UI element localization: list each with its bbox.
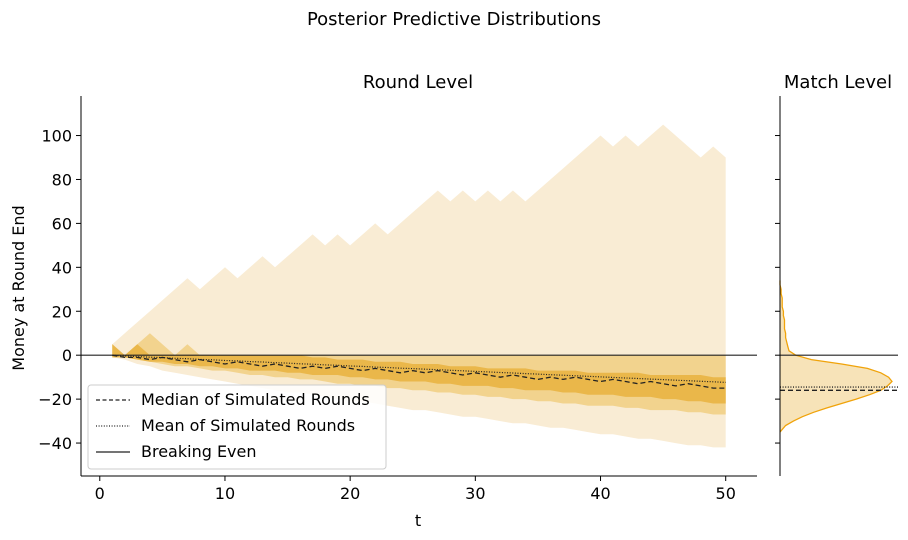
summary-lines — [81, 354, 757, 389]
legend-box — [87, 384, 387, 470]
match-level-density — [779, 280, 898, 433]
y-tick-label: 60 — [52, 214, 72, 233]
y-tick-label: −40 — [38, 434, 72, 453]
legend-median-label: Median of Simulated Rounds — [141, 390, 370, 409]
mean-line — [112, 354, 726, 383]
legend: Median of Simulated Rounds Mean of Simul… — [87, 384, 387, 470]
x-tick-label: 20 — [340, 484, 360, 503]
y-tick-label: 0 — [62, 346, 72, 365]
round-level-axes: 0 10 20 30 40 50 −40 −20 0 20 40 60 80 100 — [38, 96, 757, 503]
y-tick-label: 20 — [52, 302, 72, 321]
x-axis-label: t — [415, 511, 421, 530]
match-level-title: Match Level — [784, 72, 892, 93]
figure-suptitle: Posterior Predictive Distributions — [307, 9, 601, 30]
x-tick-label: 0 — [95, 484, 105, 503]
x-tick-label: 10 — [215, 484, 235, 503]
x-tick-label: 30 — [465, 484, 485, 503]
y-tick-label: −20 — [38, 390, 72, 409]
x-tick-label: 50 — [716, 484, 736, 503]
round-level-panel: Round Level 0 10 20 30 40 50 −40 −20 0 20 40 60 80 10… — [9, 72, 757, 530]
y-axis-label: Money at Round End — [9, 205, 28, 370]
legend-breaking-even-label: Breaking Even — [141, 442, 257, 461]
x-tick-label: 40 — [590, 484, 610, 503]
y-tick-label: 100 — [41, 127, 72, 146]
prediction-bands — [112, 124, 726, 448]
band-inner — [112, 344, 726, 404]
density-fill — [780, 280, 892, 433]
y-tick-label: 40 — [52, 258, 72, 277]
legend-mean-label: Mean of Simulated Rounds — [141, 416, 355, 435]
match-level-panel: Match Level — [775, 72, 898, 476]
y-tick-label: 80 — [52, 170, 72, 189]
match-level-axes — [775, 96, 781, 476]
round-level-title: Round Level — [363, 72, 473, 93]
